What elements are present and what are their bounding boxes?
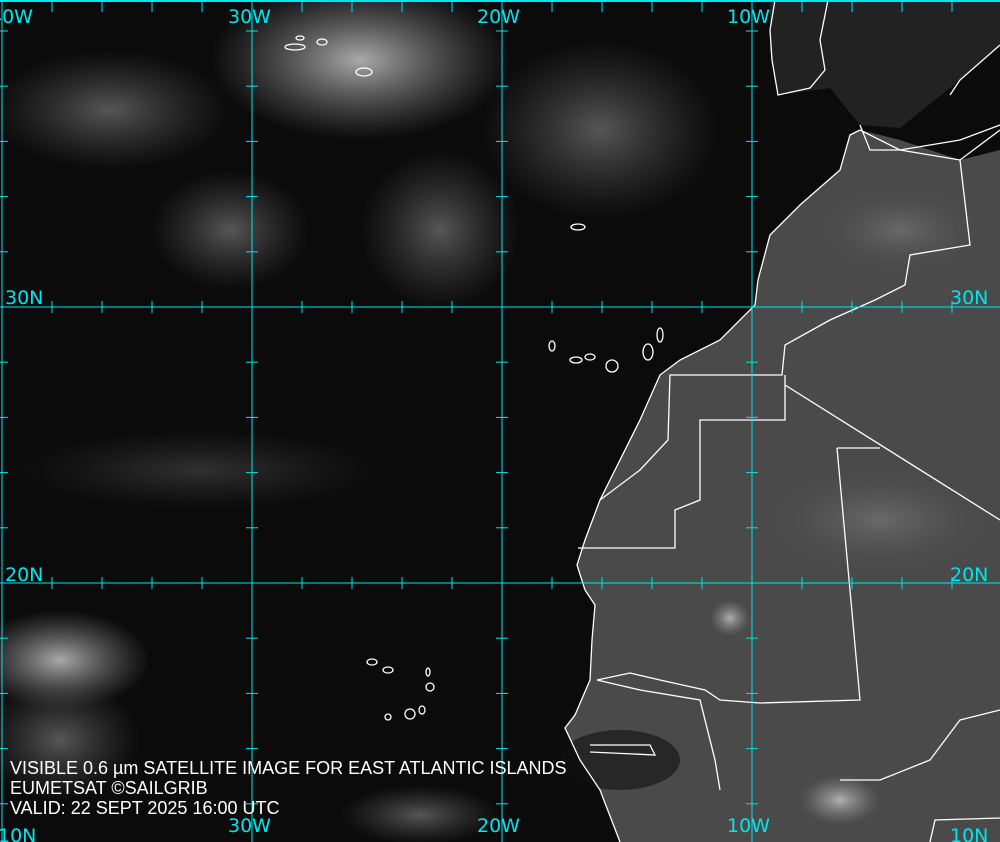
lat-label-30n-right: 30N: [950, 287, 988, 309]
cape-verde-island: [418, 705, 426, 715]
azores-island: [316, 38, 328, 46]
lon-label-30w-bottom: 30W: [228, 815, 271, 837]
coastlines: [564, 0, 1000, 842]
grid-labels: 40W 30W 20W 10W 30W 20W 10W 30N 30N 20N …: [0, 6, 988, 842]
caption-credit: EUMETSAT ©SAILGRIB: [10, 778, 208, 798]
lat-label-10n: 10N: [0, 825, 36, 842]
clouds: [0, 0, 720, 842]
azores-island: [295, 35, 305, 41]
lat-label-20n: 20N: [5, 564, 43, 586]
caption-title: VISIBLE 0.6 µm SATELLITE IMAGE FOR EAST …: [10, 758, 567, 778]
canary-island: [605, 359, 619, 373]
lat-label-10n-right: 10N: [950, 825, 988, 842]
africa-coast: [564, 129, 1000, 842]
cape-verde-island: [366, 658, 378, 666]
azores-island: [284, 43, 306, 51]
lon-label-20w: 20W: [477, 6, 520, 28]
lon-label-40w: 40W: [0, 6, 33, 28]
madeira-island: [570, 223, 586, 231]
cape-verde-island: [425, 682, 435, 692]
cape-verde-island: [384, 713, 392, 721]
canary-island: [584, 353, 596, 361]
lat-label-20n-right: 20N: [950, 564, 988, 586]
canary-island: [642, 343, 654, 361]
canary-island: [656, 327, 664, 343]
canary-island: [569, 356, 583, 364]
lon-label-10w-bottom: 10W: [727, 815, 770, 837]
cape-verde-island: [404, 708, 416, 720]
borders: [578, 159, 1000, 842]
cape-verde-island: [382, 666, 394, 674]
lon-label-20w-bottom: 20W: [477, 815, 520, 837]
cape-verde-island: [425, 667, 431, 677]
caption-valid-time: VALID: 22 SEPT 2025 16:00 UTC: [10, 798, 280, 818]
image-caption: VISIBLE 0.6 µm SATELLITE IMAGE FOR EAST …: [10, 758, 567, 818]
lon-label-30w: 30W: [228, 6, 271, 28]
lon-label-10w: 10W: [727, 6, 770, 28]
islands: [284, 35, 664, 721]
lat-label-30n: 30N: [5, 287, 43, 309]
azores-island: [355, 67, 373, 77]
canary-island: [548, 340, 556, 352]
